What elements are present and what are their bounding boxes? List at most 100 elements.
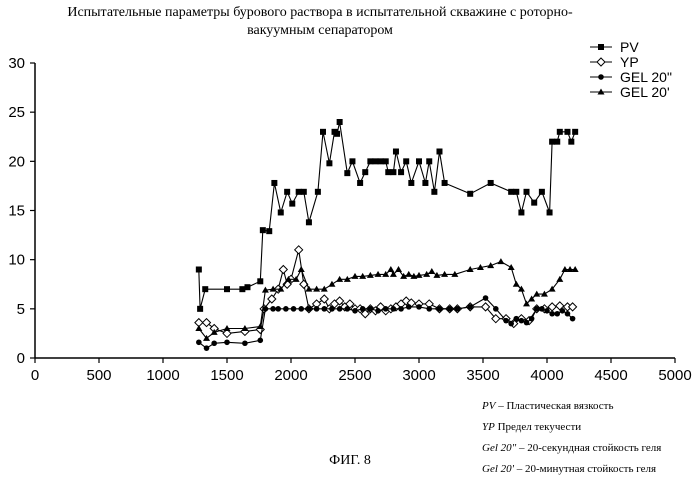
data-point-gel-20s [534, 306, 540, 312]
data-point-pv [257, 278, 263, 284]
data-point-pv [554, 139, 560, 145]
data-point-pv [390, 169, 396, 175]
data-point-gel-20s [565, 311, 571, 317]
data-point-pv [196, 267, 202, 273]
data-point-pv [260, 227, 266, 233]
legend-marker [597, 58, 605, 66]
data-point-pv [385, 169, 391, 175]
data-point-gel-20s [508, 321, 514, 327]
data-point-gel-20s [360, 306, 366, 312]
x-tick-label: 5000 [658, 367, 691, 384]
legend-item-gel-20m: GEL 20' [590, 84, 670, 100]
data-point-gel-20s [493, 306, 499, 312]
data-point-gel-20m [298, 266, 305, 272]
data-point-gel-20s [447, 306, 453, 312]
x-tick-label: 500 [86, 367, 111, 384]
series-pv [196, 119, 578, 312]
y-tick-label: 0 [17, 350, 25, 367]
data-point-gel-20s [560, 308, 566, 314]
x-tick-label: 4000 [530, 367, 563, 384]
y-tick-label: 20 [8, 153, 25, 170]
data-point-gel-20m [405, 271, 412, 277]
data-point-gel-20s [204, 345, 210, 351]
data-point-pv [568, 139, 574, 145]
data-point-pv [442, 180, 448, 186]
data-point-pv [383, 158, 389, 164]
data-point-gel-20s [242, 340, 248, 346]
data-point-pv [422, 180, 428, 186]
legend-label: GEL 20" [620, 69, 672, 85]
legend-marker [598, 74, 604, 80]
data-point-pv [508, 189, 514, 195]
data-point-pv [197, 306, 203, 312]
data-point-gel-20m [428, 268, 435, 274]
y-tick-label: 5 [17, 301, 25, 318]
x-tick-label: 1500 [210, 367, 243, 384]
data-point-gel-20s [529, 316, 535, 322]
data-point-gel-20s [549, 311, 555, 317]
data-point-gel-20m [195, 325, 202, 331]
data-point-gel-20s [345, 306, 351, 312]
data-point-pv [539, 189, 545, 195]
data-point-gel-20s [383, 306, 389, 312]
data-point-gel-20s [406, 304, 412, 310]
data-point-gel-20s [416, 304, 422, 310]
data-point-pv [306, 219, 312, 225]
data-point-gel-20s [519, 318, 525, 324]
definition-pv: PV – Пластическая вязкость [482, 396, 692, 417]
data-point-gel-20s [298, 306, 304, 312]
legend-label: YP [620, 54, 639, 70]
data-point-gel-20s [426, 306, 432, 312]
data-point-pv [518, 209, 524, 215]
data-point-pv [531, 200, 537, 206]
y-tick-label: 15 [8, 203, 25, 220]
data-point-pv [416, 158, 422, 164]
data-point-gel-20m [395, 266, 402, 272]
legend-label: GEL 20' [620, 84, 670, 100]
data-point-pv [398, 169, 404, 175]
data-point-gel-20s [513, 316, 519, 322]
legend-item-yp: YP [590, 54, 639, 70]
series-line-gel-20m [199, 262, 575, 339]
x-tick-label: 3500 [466, 367, 499, 384]
data-point-gel-20s [524, 320, 530, 326]
definition-separator: – [495, 400, 506, 412]
definition-text: Предел текучести [498, 421, 582, 433]
data-point-pv [326, 160, 332, 166]
data-point-gel-20s [437, 306, 443, 312]
data-point-pv [436, 149, 442, 155]
data-point-pv [320, 129, 326, 135]
data-point-pv [467, 191, 473, 197]
data-point-gel-20s [391, 306, 397, 312]
data-point-pv [524, 189, 530, 195]
legend-label: PV [620, 39, 639, 55]
data-point-pv [278, 209, 284, 215]
data-point-gel-20s [483, 295, 489, 301]
definition-term: YP [482, 421, 495, 433]
data-point-gel-20s [321, 306, 327, 312]
legend-item-pv: PV [590, 39, 639, 55]
data-point-gel-20s [539, 306, 545, 312]
data-point-gel-20s [283, 306, 289, 312]
y-tick-label: 30 [8, 55, 25, 72]
data-point-pv [202, 286, 208, 292]
definition-yp: YP Предел текучести [482, 417, 692, 438]
data-point-gel-20s [337, 306, 343, 312]
data-point-gel-20m [497, 258, 504, 264]
x-tick-label: 4500 [594, 367, 627, 384]
data-point-pv [408, 180, 414, 186]
x-tick-label: 3000 [402, 367, 435, 384]
data-point-pv [564, 129, 570, 135]
data-point-gel-20s [314, 306, 320, 312]
data-point-gel-20m [556, 276, 563, 282]
x-tick-label: 0 [31, 367, 39, 384]
data-point-pv [301, 189, 307, 195]
data-point-pv [271, 180, 277, 186]
data-point-gel-20s [211, 340, 217, 346]
data-point-pv [403, 158, 409, 164]
data-point-gel-20s [306, 306, 312, 312]
data-point-pv [224, 286, 230, 292]
data-point-gel-20s [270, 306, 276, 312]
data-point-pv [547, 209, 553, 215]
data-point-pv [367, 158, 373, 164]
